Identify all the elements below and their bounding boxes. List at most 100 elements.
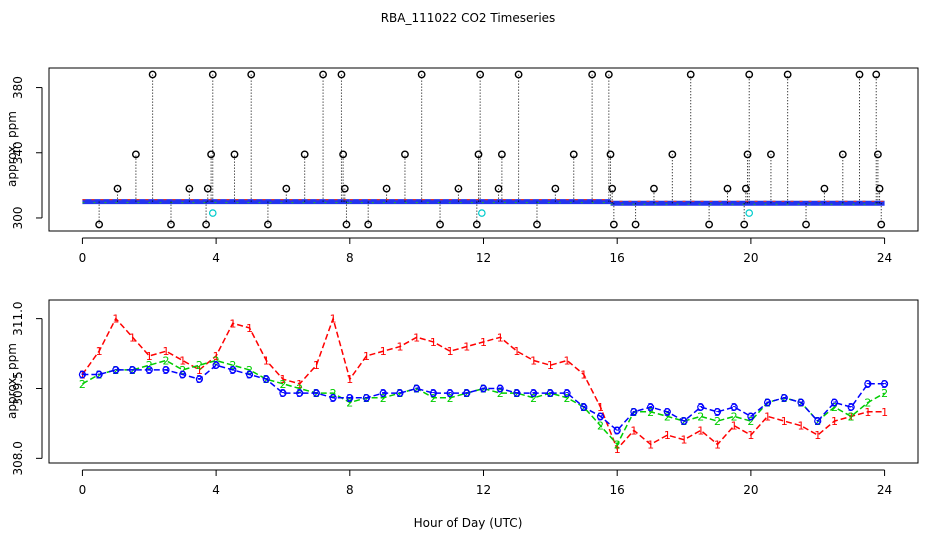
outlier-point [131, 150, 140, 159]
top-data-marks [82, 70, 886, 229]
series-point-3 [596, 412, 605, 421]
series-marker-3: 3 [246, 369, 253, 382]
series-marker-3: 3 [279, 387, 286, 400]
outlier-point [745, 70, 754, 79]
outlier-point [873, 150, 882, 159]
series-point-3 [145, 366, 153, 374]
series-marker-1: 1 [664, 429, 671, 442]
series-point-3 [680, 417, 688, 425]
y-tick-label: 311.0 [11, 301, 25, 335]
series-marker-2: 2 [346, 396, 353, 409]
outlier-point [300, 150, 309, 159]
x-tick-label: 20 [743, 483, 758, 497]
outlier-point [877, 220, 886, 229]
series-marker-2: 2 [497, 387, 504, 400]
series-marker-3: 3 [597, 410, 604, 423]
outlier-point [606, 150, 615, 159]
series-marker-3: 3 [463, 387, 470, 400]
series-marker-2: 2 [79, 378, 86, 391]
series-marker-3: 3 [714, 406, 721, 419]
series-marker-3: 3 [697, 401, 704, 414]
series-marker-3: 3 [630, 406, 637, 419]
outlier-point [207, 150, 216, 159]
cyan-point [478, 209, 486, 217]
series-point-3 [479, 384, 488, 393]
series-marker-2: 2 [246, 364, 253, 377]
series-line-3 [82, 364, 885, 432]
series-point-3 [463, 389, 471, 397]
series-marker-1: 1 [96, 345, 103, 358]
series-marker-2: 2 [731, 410, 738, 423]
top-y-axis-label: approx. ppm [5, 111, 19, 187]
series-point-3 [162, 366, 170, 374]
series-marker-2: 2 [380, 392, 387, 405]
outlier-point [230, 150, 239, 159]
outlier-point [514, 70, 523, 79]
series-marker-1: 1 [848, 410, 855, 423]
series-point-3 [630, 408, 638, 416]
series-marker-3: 3 [798, 396, 805, 409]
series-point-3 [296, 389, 304, 397]
series-marker-3: 3 [547, 387, 554, 400]
series-marker-1: 1 [697, 424, 704, 437]
series-marker-3: 3 [129, 364, 136, 377]
series-marker-3: 3 [480, 382, 487, 395]
series-marker-1: 1 [714, 438, 721, 451]
series-marker-3: 3 [647, 401, 654, 414]
series-point-3 [780, 394, 788, 402]
series-point-3 [730, 403, 738, 411]
series-marker-1: 1 [346, 373, 353, 386]
outlier-point [588, 70, 597, 79]
series-point-3 [530, 389, 538, 397]
series-marker-3: 3 [614, 424, 621, 437]
series-point-3 [262, 375, 270, 383]
outlier-point [650, 184, 658, 193]
outlier-point [264, 220, 272, 229]
x-tick-label: 16 [610, 483, 625, 497]
outlier-point [604, 70, 613, 79]
outlier-point [167, 220, 175, 229]
series-marker-3: 3 [814, 415, 821, 428]
series-marker-1: 1 [246, 322, 253, 335]
series-marker-1: 1 [864, 406, 871, 419]
series-point-3 [563, 389, 571, 397]
series-marker-1: 1 [831, 415, 838, 428]
series-point-3 [663, 408, 671, 416]
series-marker-1: 1 [229, 317, 236, 330]
outlier-point [631, 220, 640, 229]
series-marker-1: 1 [447, 345, 454, 358]
series-marker-2: 2 [146, 359, 153, 372]
series-marker-2: 2 [864, 396, 871, 409]
series-marker-3: 3 [848, 401, 855, 414]
series-marker-3: 3 [447, 387, 454, 400]
series-point-3 [797, 398, 805, 407]
outlier-point [95, 220, 104, 229]
series-marker-2: 2 [614, 438, 621, 451]
series-marker-2: 2 [162, 355, 169, 368]
bottom-y-axis-label: approx. ppm [5, 343, 19, 419]
series-marker-3: 3 [263, 373, 270, 386]
series-point-3 [814, 417, 822, 425]
series-marker-2: 2 [881, 387, 888, 400]
series-point-3 [747, 412, 755, 421]
outlier-point [476, 70, 485, 79]
outlier-point [417, 70, 426, 79]
series-point-3 [647, 403, 655, 411]
outlier-point [533, 220, 541, 229]
outlier-point [551, 184, 560, 193]
series-marker-1: 1 [597, 401, 604, 414]
series-marker-2: 2 [179, 364, 186, 377]
outlier-point [723, 184, 732, 193]
series-marker-1: 1 [380, 345, 387, 358]
series-point-3 [362, 394, 371, 402]
series-point-3 [847, 403, 855, 411]
outlier-point [454, 184, 463, 193]
outlier-point [686, 70, 695, 79]
cyan-point [208, 209, 217, 217]
series-marker-1: 1 [881, 406, 888, 419]
series-marker-1: 1 [162, 345, 169, 358]
outlier-point [282, 184, 291, 193]
series-marker-3: 3 [664, 406, 671, 419]
outlier-point [208, 70, 217, 79]
chart-title: RBA_111022 CO2 Timeseries [381, 11, 556, 25]
